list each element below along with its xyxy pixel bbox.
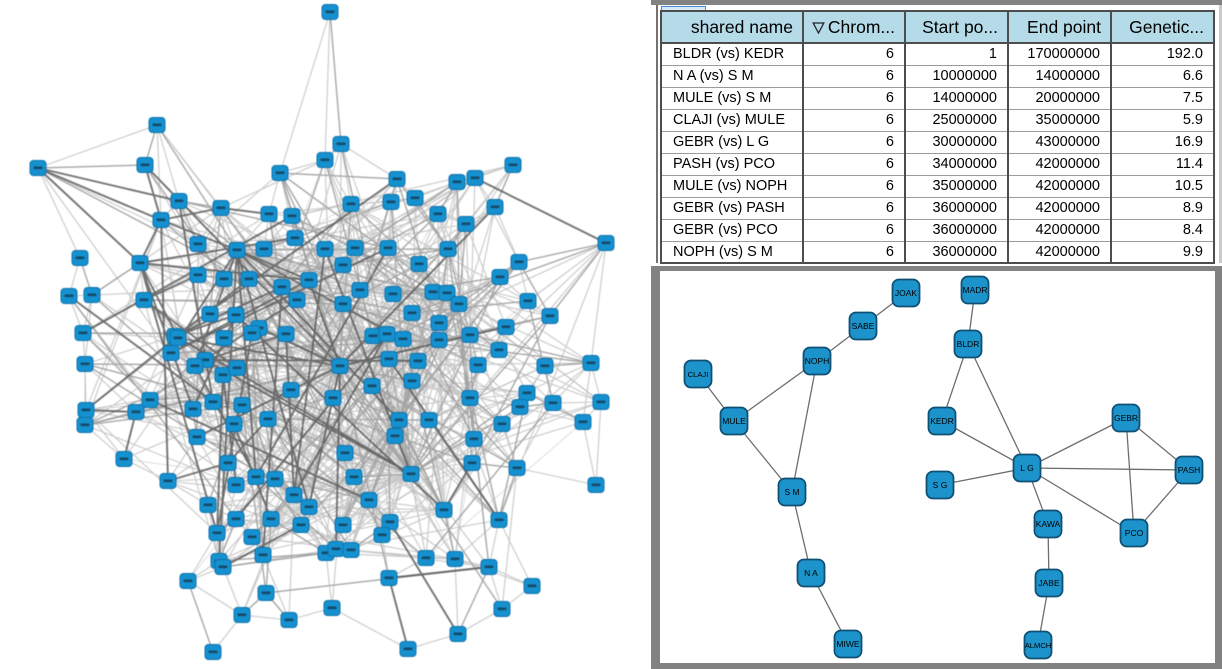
svg-text:SABE: SABE [852,321,875,331]
svg-text:JOAK: JOAK [895,288,918,298]
svg-text:MIWE: MIWE [836,639,859,649]
svg-text:ALMCH: ALMCH [1025,641,1052,650]
svg-text:MULE: MULE [722,416,746,426]
svg-text:S M: S M [784,487,799,497]
svg-text:BLDR: BLDR [957,339,980,349]
svg-text:NOPH: NOPH [805,356,830,366]
svg-text:GEBR: GEBR [1114,413,1138,423]
svg-text:N A: N A [804,568,818,578]
svg-text:CLAJI: CLAJI [688,370,709,379]
svg-text:KEDR: KEDR [930,416,954,426]
svg-text:PASH: PASH [1178,465,1201,475]
svg-text:KAWA: KAWA [1036,519,1061,529]
svg-text:S G: S G [933,480,948,490]
svg-text:PCO: PCO [1125,528,1144,538]
svg-text:L G: L G [1020,463,1033,473]
svg-text:MADR: MADR [962,285,987,295]
svg-text:JABE: JABE [1038,578,1060,588]
